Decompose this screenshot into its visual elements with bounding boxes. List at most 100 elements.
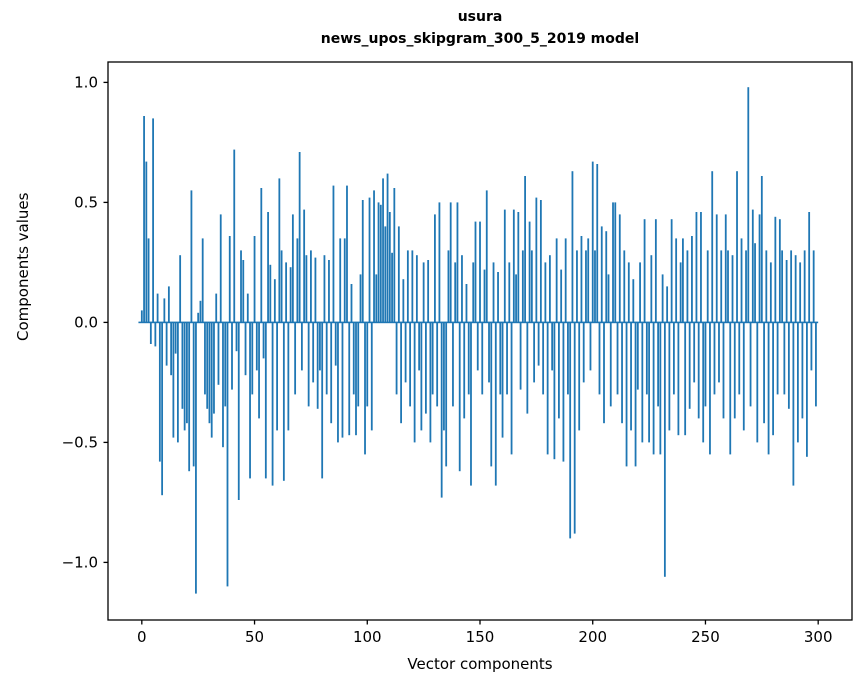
bar <box>379 204 382 323</box>
bar <box>384 226 387 323</box>
bar <box>188 322 191 472</box>
bar <box>623 250 626 323</box>
bar <box>348 322 351 436</box>
bar <box>589 322 592 371</box>
bar <box>404 322 407 383</box>
bar <box>222 322 224 448</box>
bar <box>666 286 669 323</box>
bar <box>152 118 154 323</box>
bar <box>240 250 242 323</box>
bar <box>562 322 565 462</box>
x-tick-label: 250 <box>691 628 720 646</box>
bar <box>587 238 590 323</box>
bar <box>794 255 797 323</box>
bar <box>670 219 673 323</box>
bar <box>438 202 441 323</box>
bar <box>454 262 457 323</box>
x-tick-label: 0 <box>137 628 147 646</box>
bar <box>769 262 772 323</box>
bar <box>323 255 326 323</box>
bar <box>357 322 360 407</box>
bar <box>237 322 240 500</box>
bar <box>625 322 628 467</box>
bar <box>544 262 547 323</box>
bar <box>731 255 734 323</box>
bar <box>181 322 184 409</box>
bar <box>452 322 454 407</box>
bar <box>607 274 610 323</box>
bar <box>282 322 285 481</box>
bar <box>397 226 400 323</box>
bar <box>258 322 260 419</box>
bar <box>760 176 763 323</box>
bar <box>627 262 630 323</box>
bar <box>413 322 416 443</box>
bar <box>749 322 752 407</box>
bar <box>219 214 222 323</box>
bar <box>393 188 396 323</box>
bar <box>591 161 594 323</box>
bar <box>548 255 551 323</box>
bar <box>700 212 702 323</box>
plot-frame <box>107 61 853 621</box>
bar <box>228 236 231 323</box>
bar <box>458 322 461 472</box>
bar <box>582 322 585 383</box>
bar <box>467 322 470 395</box>
bar <box>233 149 236 323</box>
bar <box>533 322 536 383</box>
bar <box>810 322 813 371</box>
bar <box>808 212 811 323</box>
bar <box>158 322 161 462</box>
bar <box>443 322 445 431</box>
bar <box>483 269 486 323</box>
bar <box>697 322 700 419</box>
bar <box>355 322 357 436</box>
bar <box>165 322 168 366</box>
bar <box>418 322 421 371</box>
bar <box>799 262 802 323</box>
bar <box>343 238 346 323</box>
bar <box>742 322 745 431</box>
bar <box>339 238 342 323</box>
bar <box>415 255 418 323</box>
bar <box>312 322 315 383</box>
bar <box>422 262 425 323</box>
bar <box>463 322 466 419</box>
bar <box>190 190 193 323</box>
bar <box>578 322 581 431</box>
bar <box>267 212 269 323</box>
bar <box>783 322 786 395</box>
bar <box>479 221 481 323</box>
bar <box>251 322 254 395</box>
bar <box>334 322 337 366</box>
bar <box>328 260 330 323</box>
bar <box>145 161 148 323</box>
chart-title-block: usura news_upos_skipgram_300_5_2019 mode… <box>108 6 852 50</box>
bar <box>434 214 436 323</box>
bar <box>609 322 612 407</box>
bar <box>319 322 321 371</box>
bar <box>321 322 324 479</box>
bar <box>294 322 297 395</box>
bar <box>736 171 738 323</box>
bar <box>526 322 529 414</box>
bar <box>652 322 655 455</box>
bar <box>447 250 450 323</box>
bar <box>388 212 391 323</box>
bar <box>161 322 164 496</box>
bar <box>740 238 743 323</box>
bar <box>661 274 664 323</box>
bar <box>427 260 430 323</box>
bar <box>316 322 319 409</box>
bar <box>314 257 317 323</box>
bar <box>215 293 218 323</box>
bar <box>546 322 549 455</box>
bar <box>186 322 188 424</box>
bar <box>195 322 197 594</box>
bar <box>503 209 506 323</box>
bar <box>765 250 768 323</box>
bar <box>289 267 292 323</box>
bar <box>792 322 795 486</box>
bar <box>528 221 531 323</box>
